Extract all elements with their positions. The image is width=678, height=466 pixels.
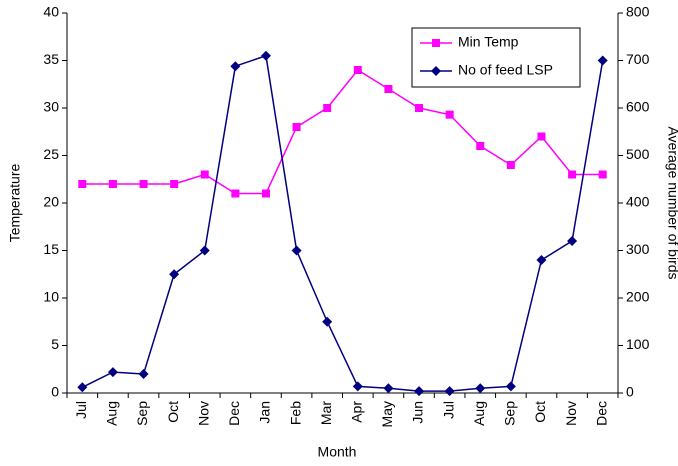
legend-box [411,27,581,88]
marker [322,316,333,327]
x-tick-label: Sep [134,401,150,426]
x-tick-label: Feb [287,401,303,425]
y-tick-label: 40 [43,4,59,20]
legend-marker [432,39,440,47]
y-tick-label: 0 [51,384,59,400]
marker [260,50,271,61]
marker [169,269,180,280]
y-tick-label: 5 [51,336,59,352]
marker [107,367,118,378]
marker [537,132,546,141]
marker [292,123,301,131]
y2-tick-label: 300 [626,241,650,257]
marker [139,180,148,188]
marker [536,255,547,265]
marker [199,245,210,256]
marker [384,85,393,93]
x-tick-label: Aug [104,401,120,426]
y-tick-label: 35 [43,51,59,67]
marker [444,386,455,397]
marker [77,382,88,393]
series-line [81,54,604,392]
y2-tick-label: 400 [626,194,650,210]
marker [170,180,179,188]
marker [597,55,608,66]
y2-tick-label: 200 [626,289,650,305]
y-axis-label: Temperature [7,163,23,242]
x-tick-label: Jul [440,401,456,419]
y2-tick-label: 100 [626,336,650,352]
marker [445,110,454,119]
x-tick-label: Nov [195,401,211,426]
x-tick-label: Sep [502,401,518,426]
marker [598,170,607,179]
marker [414,386,425,397]
marker [476,142,485,150]
marker [415,104,424,112]
x-tick-label: May [379,401,395,427]
marker [78,180,87,188]
marker [138,369,149,379]
marker [568,170,577,179]
y-tick-label: 30 [43,99,59,115]
marker [291,245,302,256]
marker [567,236,578,246]
marker [261,189,270,198]
x-tick-label: Dec [593,401,609,426]
x-tick-label: Nov [563,401,579,426]
marker [323,104,332,112]
marker [231,189,240,198]
marker [352,381,363,392]
marker [108,180,117,188]
x-tick-label: Apr [349,401,365,423]
marker [475,383,486,394]
x-axis-label: Month [318,444,357,460]
x-tick-label: Jul [73,401,89,419]
x-tick-label: Mar [318,401,334,425]
legend-marker [431,66,441,76]
y2-tick-label: 500 [626,146,650,162]
y-tick-label: 25 [43,146,59,162]
marker [353,66,362,74]
series-line [82,69,603,195]
x-tick-label: Aug [471,401,487,426]
marker [506,161,515,169]
marker [383,383,394,394]
x-tick-label: Oct [532,401,548,423]
y2-tick-label: 600 [626,99,650,115]
legend-label: Min Temp [458,34,519,50]
y2-tick-label: 800 [626,4,650,20]
x-tick-label: Jun [410,401,426,424]
marker [230,61,241,72]
y-tick-label: 15 [43,241,59,257]
legend: Min Temp No of feed LSP [411,27,581,88]
y2-tick-label: 0 [626,384,634,400]
x-tick-label: Jan [257,401,273,424]
y2-tick-label: 700 [626,51,650,67]
y2-axis-label: Average number of birds [665,126,678,279]
x-tick-label: Dec [226,401,242,426]
y-tick-label: 20 [43,194,59,210]
legend-label: No of feed LSP [458,62,553,78]
x-tick-label: Oct [165,401,181,423]
marker [200,170,209,179]
y-tick-label: 10 [43,289,59,305]
marker [505,381,516,392]
